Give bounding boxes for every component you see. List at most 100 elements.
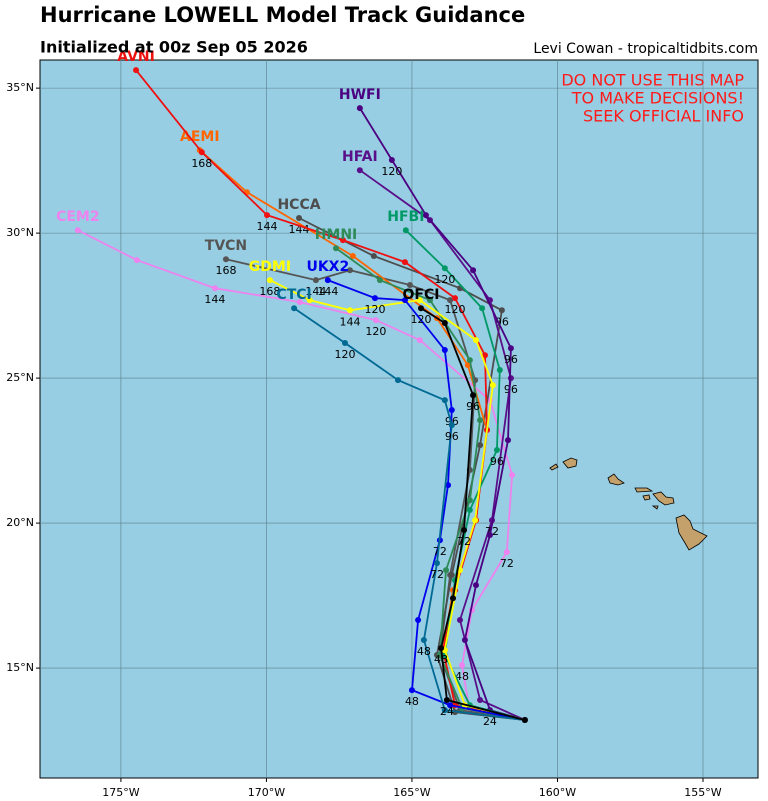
track-point: [477, 417, 484, 424]
island: [562, 457, 578, 469]
track-point: [466, 357, 473, 364]
track-point: [74, 227, 81, 234]
hour-label: 96: [445, 415, 459, 428]
warning-line: DO NOT USE THIS MAP: [561, 71, 744, 90]
track-point: [372, 317, 379, 324]
model-label: AEMI: [180, 129, 220, 145]
model-label: CTCI: [276, 287, 311, 303]
x-tick-label: 155°W: [684, 786, 721, 799]
model-label: GDMI: [249, 259, 291, 275]
track-point: [406, 282, 413, 289]
track-point: [447, 297, 454, 304]
track-point: [416, 337, 423, 344]
title: Hurricane LOWELL Model Track Guidance: [40, 3, 525, 27]
track-point: [477, 442, 484, 449]
hour-label: 120: [434, 273, 455, 286]
track-point: [509, 471, 516, 478]
hour-label: 96: [495, 315, 509, 328]
track-point: [441, 265, 448, 272]
track-point: [448, 572, 455, 579]
track-point: [346, 267, 353, 274]
hour-label: 48: [455, 670, 469, 683]
y-tick-label: 15°N: [6, 661, 34, 674]
track-point: [264, 212, 271, 219]
track-point: [133, 257, 140, 264]
track-point: [466, 507, 473, 514]
hour-label: 72: [457, 535, 471, 548]
track-point: [371, 295, 378, 302]
hour-label: 120: [410, 313, 431, 326]
hour-label: 96: [466, 400, 480, 413]
track-point: [448, 407, 455, 414]
track-point: [470, 267, 477, 274]
hour-label: 96: [504, 383, 518, 396]
hour-label: 144: [317, 285, 338, 298]
track-point: [503, 549, 510, 556]
model-label: CEM2: [56, 209, 100, 225]
credit: Levi Cowan - tropicaltidbits.com: [533, 41, 758, 57]
track-point: [415, 616, 422, 623]
track-point: [306, 297, 313, 304]
track-point: [356, 167, 363, 174]
track-point: [339, 237, 346, 244]
track-point: [346, 307, 353, 314]
track-point: [496, 366, 503, 373]
warning-line: SEEK OFFICIAL INFO: [583, 107, 744, 126]
track-point: [356, 105, 363, 112]
track-point: [486, 531, 493, 538]
track-point: [433, 560, 440, 567]
hour-label: 48: [405, 695, 419, 708]
x-tick-label: 165°W: [393, 786, 430, 799]
track-point: [296, 215, 303, 222]
track-point: [489, 382, 496, 389]
track-point: [211, 285, 218, 292]
hour-label: 144: [339, 315, 360, 328]
x-tick-label: 170°W: [248, 786, 285, 799]
track-point: [461, 636, 468, 643]
track-point: [441, 346, 448, 353]
model-label: HCCA: [277, 197, 320, 213]
track-point: [332, 245, 339, 252]
track-point: [312, 277, 319, 284]
track-point: [456, 616, 463, 623]
track-point: [498, 307, 505, 314]
track-line: [420, 307, 526, 721]
hour-label: 24: [483, 715, 497, 728]
track-point: [426, 297, 433, 304]
island: [607, 473, 625, 486]
hour-label: 96: [504, 353, 518, 366]
warning-line: TO MAKE DECISIONS!: [571, 89, 744, 108]
model-label: HFBI: [387, 209, 424, 225]
track-point: [482, 352, 489, 359]
model-label: HMNI: [315, 227, 358, 243]
y-tick-label: 25°N: [6, 371, 34, 384]
track-point: [443, 696, 450, 703]
track-point: [416, 297, 423, 304]
track-point: [472, 582, 479, 589]
track-point: [222, 256, 229, 263]
track-point: [408, 687, 415, 694]
track-point: [342, 340, 349, 347]
track-point: [388, 157, 395, 164]
track-point: [394, 377, 401, 384]
x-tick-label: 175°W: [102, 786, 139, 799]
hour-label: 168: [191, 157, 212, 170]
island: [675, 514, 708, 551]
track-point: [441, 707, 448, 714]
warning: DO NOT USE THIS MAP TO MAKE DECISIONS! S…: [561, 71, 744, 126]
hour-label: 72: [433, 545, 447, 558]
hour-label: 168: [259, 285, 280, 298]
track-point: [470, 392, 477, 399]
track-point: [266, 277, 273, 284]
track-point: [452, 295, 459, 302]
track-point: [370, 253, 377, 260]
model-label: HFAI: [342, 149, 378, 165]
hour-label: 48: [434, 653, 448, 666]
hour-label: 120: [335, 348, 356, 361]
track-point: [449, 595, 456, 602]
track-point: [401, 259, 408, 266]
island: [642, 494, 651, 501]
hour-label: 72: [500, 557, 514, 570]
